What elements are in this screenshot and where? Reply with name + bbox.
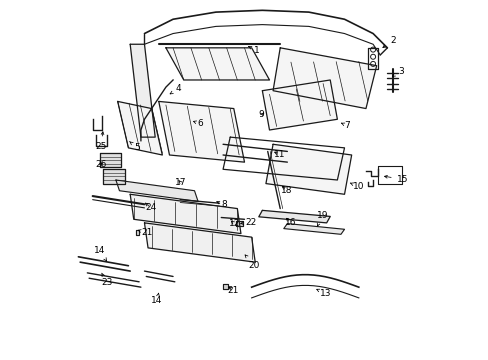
Text: 5: 5: [129, 141, 140, 152]
Polygon shape: [223, 284, 228, 289]
Polygon shape: [258, 210, 329, 223]
Text: 23: 23: [101, 273, 112, 287]
Polygon shape: [130, 44, 155, 137]
Text: 25: 25: [95, 132, 106, 150]
Polygon shape: [116, 180, 198, 202]
Text: 10: 10: [349, 182, 364, 191]
Polygon shape: [135, 230, 139, 235]
Text: 9: 9: [258, 111, 264, 120]
Text: 6: 6: [193, 119, 203, 128]
Text: 13: 13: [316, 289, 331, 298]
Polygon shape: [262, 80, 337, 130]
Polygon shape: [265, 144, 351, 194]
Polygon shape: [235, 221, 242, 226]
Polygon shape: [118, 102, 162, 155]
Text: 1: 1: [248, 46, 259, 55]
Polygon shape: [144, 223, 255, 262]
Text: 15: 15: [384, 175, 407, 184]
Polygon shape: [159, 102, 244, 162]
Polygon shape: [283, 224, 344, 234]
Text: 12: 12: [228, 219, 240, 228]
Text: 18: 18: [280, 185, 292, 194]
Text: 21: 21: [138, 228, 153, 237]
Text: 2: 2: [382, 36, 395, 48]
Text: 17: 17: [175, 178, 186, 187]
Text: 3: 3: [391, 67, 403, 76]
Text: 14: 14: [94, 246, 106, 261]
Polygon shape: [272, 48, 376, 109]
Polygon shape: [165, 48, 269, 80]
Text: 11: 11: [273, 150, 285, 159]
Text: 21: 21: [227, 285, 238, 294]
Polygon shape: [103, 169, 124, 184]
Polygon shape: [130, 194, 241, 234]
Text: 14: 14: [151, 293, 163, 305]
Text: 8: 8: [216, 200, 226, 209]
Text: 16: 16: [284, 218, 295, 227]
Text: 4: 4: [170, 84, 181, 94]
Text: 22: 22: [240, 218, 256, 227]
Text: 7: 7: [341, 121, 349, 130]
Text: 20: 20: [244, 255, 260, 270]
Polygon shape: [100, 153, 121, 167]
Text: 19: 19: [316, 211, 327, 226]
Text: 24: 24: [145, 203, 156, 212]
Text: 26: 26: [95, 161, 106, 170]
